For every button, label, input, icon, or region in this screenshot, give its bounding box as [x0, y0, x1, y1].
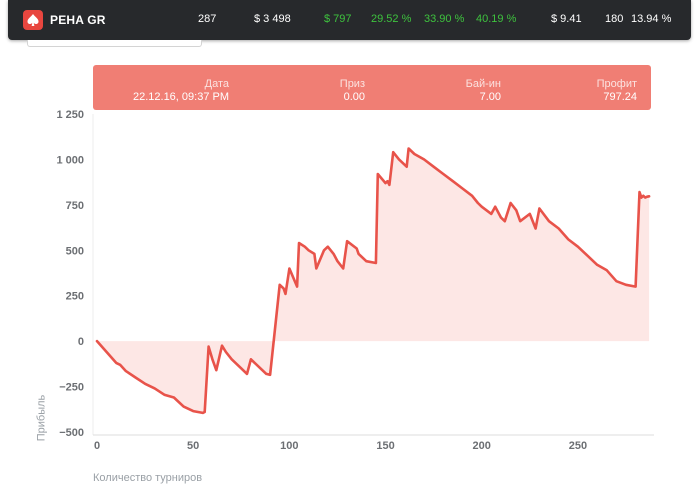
tooltip-prize-value: 0.00 [343, 91, 365, 103]
tooltip-buyin-value: 7.00 [479, 91, 501, 103]
series-area [97, 148, 650, 413]
y-tick-label: 500 [66, 245, 84, 257]
tooltip-profit-value: 797.24 [603, 91, 637, 103]
y-tick-label: 250 [66, 291, 84, 303]
x-axis-label: Количество турниров [93, 472, 203, 484]
dropdown[interactable] [27, 40, 202, 47]
tooltip-profit-label: Профит [596, 78, 637, 90]
x-tick-label: 150 [376, 440, 394, 452]
stat-profit: $ 797 [324, 13, 352, 25]
y-tick-label: 0 [78, 336, 84, 348]
x-tick-label: 50 [187, 440, 199, 452]
stat-abi-percent: 13.94 % [631, 13, 672, 25]
tooltip-date-value: 22.12.16, 09:37 PM [132, 91, 229, 103]
x-tick-label: 250 [569, 440, 587, 452]
x-tick-label: 200 [473, 440, 491, 452]
room-name[interactable]: PEHA GR [50, 13, 106, 27]
tooltip-prize-label: Приз [339, 78, 365, 90]
tooltip-date-label: Дата [204, 78, 229, 90]
top-bar: PEHA GR 287 $ 3 498 $ 797 29.52 % 33.90 … [8, 0, 691, 40]
stat-total-buyins: $ 3 498 [254, 13, 291, 25]
stat-itm: 33.90 % [424, 13, 465, 25]
stat-avg-buyin: $ 9.41 [551, 13, 582, 25]
tooltip-buyin-label: Бай-ин [465, 78, 501, 90]
x-tick-label: 100 [280, 440, 298, 452]
y-tick-label: 1 250 [56, 109, 84, 121]
stat-tournaments: 287 [198, 13, 217, 25]
series-line [95, 147, 651, 415]
x-tick-label: 0 [94, 440, 100, 452]
y-tick-label: −500 [59, 427, 84, 439]
chart-tooltip: Дата 22.12.16, 09:37 PM Приз 0.00 Бай-ин… [93, 65, 651, 110]
spade-logo-icon [23, 10, 43, 30]
stat-roi: 29.52 % [371, 13, 412, 25]
y-axis-label: Прибыль [35, 394, 48, 442]
y-tick-label: −250 [59, 382, 84, 394]
stat-count: 180 [605, 13, 624, 25]
y-tick-label: 750 [66, 200, 84, 212]
y-tick-label: 1 000 [56, 154, 84, 166]
stat-percent: 40.19 % [476, 13, 517, 25]
